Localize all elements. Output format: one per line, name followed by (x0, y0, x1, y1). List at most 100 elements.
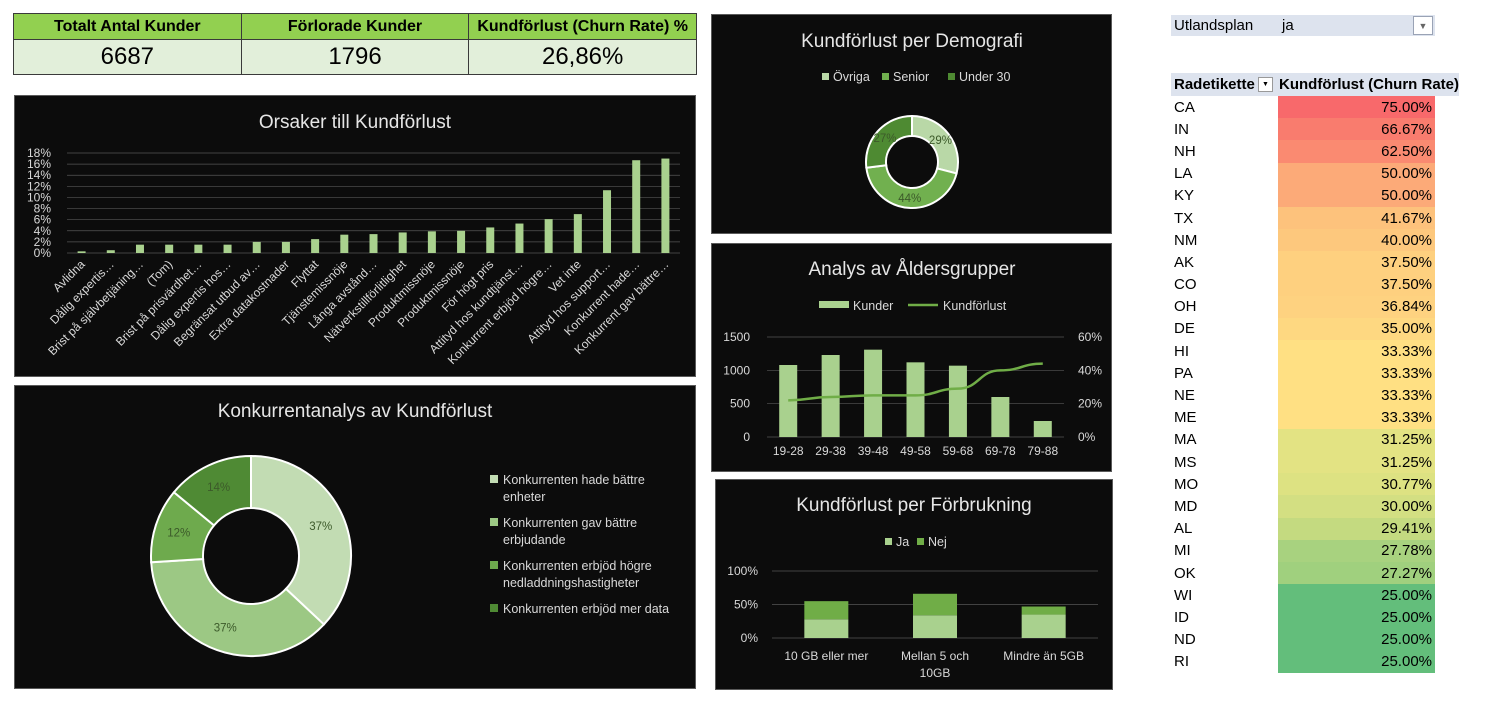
legend-swatch (885, 538, 892, 545)
pivot-row[interactable]: LA 50.00% (1171, 162, 1459, 185)
pivot-row[interactable]: CO 37.50% (1171, 273, 1459, 296)
state-label: NE (1174, 387, 1195, 405)
bar (515, 223, 524, 253)
row-label-header[interactable]: Radetikette ▼ (1171, 76, 1275, 93)
pivot-row[interactable]: WI 25.00% (1171, 584, 1459, 607)
pivot-row[interactable]: MS 31.25% (1171, 451, 1459, 474)
legend-label: Konkurrenten hade bättre enheter (503, 473, 645, 504)
state-label: OK (1174, 564, 1196, 582)
bar (135, 244, 144, 253)
donut-slice (865, 114, 913, 169)
kpi-label: Förlorade Kunder (241, 14, 469, 40)
bar (252, 241, 261, 253)
pivot-row[interactable]: MD 30.00% (1171, 495, 1459, 518)
chart-title: Konkurrentanalys av Kundförlust (218, 401, 493, 422)
pivot-row[interactable]: ID 25.00% (1171, 606, 1459, 629)
chart-reasons-panel[interactable]: Orsaker till Kundförlust 0% 2% 4% 6% 8% 10% 12%… (14, 95, 696, 377)
state-label: NM (1174, 231, 1198, 249)
filter-label: Utlandsplan (1174, 17, 1254, 34)
state-label: AK (1174, 253, 1195, 271)
churn-rate-cell: 50.00% (1278, 184, 1435, 207)
pivot-row[interactable]: AK 37.50% (1171, 251, 1459, 274)
pivot-row[interactable]: PA 33.33% (1171, 362, 1459, 385)
chart-competitor-panel[interactable]: Konkurrentanalys av Kundförlust 37% 37% 12%… (14, 385, 696, 689)
churn-rate-cell: 75.00% (1278, 96, 1435, 119)
state-label: PA (1174, 364, 1193, 382)
donut-slice (865, 164, 958, 209)
pivot-row[interactable]: MI 27.78% (1171, 539, 1459, 562)
bar (340, 234, 349, 253)
chart-demography-panel[interactable]: Kundförlust per Demografi Övriga Senior Und… (711, 14, 1112, 234)
bar (165, 244, 174, 253)
x-tick-label: 69-78 (985, 444, 1016, 458)
legend-swatch (948, 73, 955, 80)
bar (1033, 421, 1052, 437)
pivot-header: Radetikette ▼ Kundförlust (Churn Rate) (1171, 73, 1459, 96)
churn-rate-cell: 30.00% (1278, 495, 1435, 518)
y-tick-label: 500 (730, 397, 750, 411)
pivot-row[interactable]: IN 66.67% (1171, 118, 1459, 141)
state-label: ND (1174, 631, 1196, 649)
chart-usage: Kundförlust per Förbrukning Ja Nej 0% 50% 100… (727, 495, 1098, 680)
y-tick-label: 0 (743, 430, 750, 444)
legend-label: Ja (896, 535, 909, 549)
kpi-value[interactable]: 26,86% (469, 40, 697, 74)
bar (457, 230, 466, 253)
kpi-value[interactable]: 1796 (241, 40, 469, 74)
y-tick-label: 6% (34, 213, 52, 227)
pivot-row[interactable]: OH 36.84% (1171, 295, 1459, 318)
y-tick-label: 0% (741, 631, 759, 645)
row-filter-icon[interactable]: ▼ (1258, 77, 1274, 92)
pivot-row[interactable]: CA 75.00% (1171, 96, 1459, 119)
state-label: AL (1174, 520, 1193, 538)
filter-dropdown-icon[interactable]: ▼ (1413, 16, 1433, 35)
churn-rate-cell: 27.27% (1278, 561, 1435, 585)
churn-rate-cell: 62.50% (1278, 140, 1435, 163)
pivot-filter: Utlandsplan ja ▼ (1171, 15, 1435, 36)
pivot-row[interactable]: TX 41.67% (1171, 206, 1459, 230)
pivot-row[interactable]: ME 33.33% (1171, 406, 1459, 429)
state-label: MD (1174, 497, 1198, 515)
chart-age: Analys av Åldersgrupper Kunder Kundförlust… (723, 259, 1102, 458)
y-tick-label: 50% (734, 598, 758, 612)
legend-label: Kunder (853, 299, 893, 313)
bar (106, 250, 115, 253)
pivot-row[interactable]: HI 33.33% (1171, 340, 1459, 363)
x-tick-label: Mellan 5 och 10GB (901, 649, 969, 680)
pivot-row[interactable]: OK 27.27% (1171, 561, 1459, 585)
pivot-rows: CA 75.00% IN 66.67% NH 62.50% LA 50.00% KY 50.00%… (1171, 96, 1459, 673)
y2-tick-label: 40% (1078, 363, 1102, 377)
legend-swatch (917, 538, 924, 545)
bar-ja (804, 619, 849, 638)
pivot-row[interactable]: NM 40.00% (1171, 229, 1459, 252)
legend-label: Senior (893, 70, 929, 84)
bar (486, 227, 495, 253)
pivot-row[interactable]: KY 50.00% (1171, 184, 1459, 207)
pivot-row[interactable]: ND 25.00% (1171, 628, 1459, 651)
pivot-row[interactable]: RI 25.00% (1171, 650, 1459, 673)
pivot-row[interactable]: MA 31.25% (1171, 428, 1459, 451)
pivot-row[interactable]: AL 29.41% (1171, 517, 1459, 540)
chart-title: Kundförlust per Förbrukning (796, 495, 1032, 516)
row-label-header-text: Radetikette (1174, 76, 1255, 93)
pivot-row[interactable]: NH 62.50% (1171, 140, 1459, 163)
churn-rate-cell: 35.00% (1278, 317, 1435, 341)
filter-value[interactable]: ja (1282, 17, 1294, 34)
chart-competitor: Konkurrentanalys av Kundförlust 37% 37% 12%… (150, 401, 669, 657)
pivot-row[interactable]: MO 30.77% (1171, 473, 1459, 496)
chart-age-panel[interactable]: Analys av Åldersgrupper Kunder Kundförlust… (711, 243, 1112, 472)
bar (991, 397, 1010, 437)
churn-rate-cell: 29.41% (1278, 517, 1435, 540)
pivot-row[interactable]: NE 33.33% (1171, 384, 1459, 407)
bar (398, 232, 407, 253)
state-label: NH (1174, 142, 1196, 160)
pivot-row[interactable]: DE 35.00% (1171, 317, 1459, 341)
y-tick-label: 12% (27, 179, 51, 193)
churn-rate-cell: 36.84% (1278, 295, 1435, 318)
chart-usage-panel[interactable]: Kundförlust per Förbrukning Ja Nej 0% 50% 100… (715, 479, 1113, 690)
churn-rate-cell: 37.50% (1278, 251, 1435, 274)
state-label: RI (1174, 653, 1189, 671)
state-label: TX (1174, 209, 1194, 227)
kpi-value[interactable]: 6687 (14, 40, 241, 74)
y-tick-label: 8% (34, 202, 52, 216)
